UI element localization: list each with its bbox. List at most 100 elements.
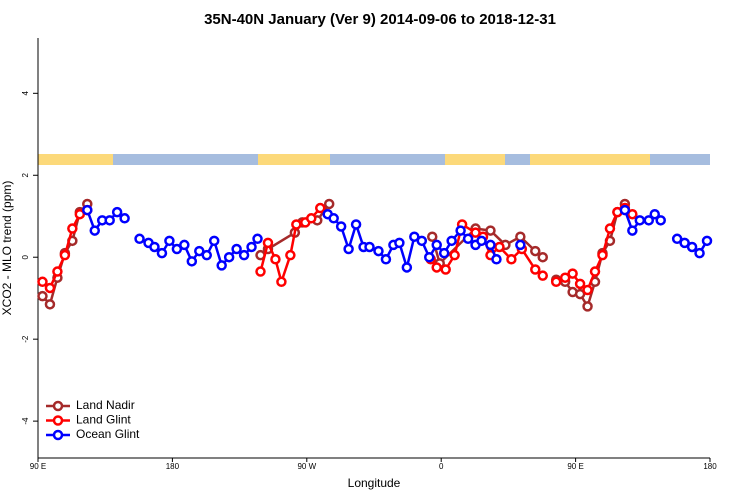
data-point [246,241,257,253]
data-point [627,225,638,236]
data-point [627,208,638,220]
y-tick-label: 4 [21,91,30,96]
legend-marker [52,415,64,426]
data-point [74,208,86,220]
data-point [364,241,375,253]
data-point [438,247,450,259]
data-point [582,284,593,296]
data-point [37,290,48,302]
data-point [59,249,71,261]
data-point [238,249,250,261]
data-point [328,213,339,224]
chart-title: 35N-40N January (Ver 9) 2014-09-06 to 20… [204,11,556,28]
data-point [634,215,646,226]
x-tick-label: 180 [166,462,180,471]
data-point [323,198,335,210]
data-point [270,254,281,265]
data-point [506,254,517,265]
x-tick-label: 180 [703,462,717,471]
data-point [89,225,100,236]
land-strip [258,154,330,165]
data-point [343,243,354,255]
data-point [262,237,274,249]
data-point [134,233,145,245]
data-point [530,264,541,275]
data-point [231,243,242,255]
data-point [335,221,347,232]
data-point [574,288,586,300]
data-point [37,276,48,288]
y-tick-label: -4 [21,417,30,425]
data-point [44,299,56,310]
data-point [449,249,460,261]
data-point [111,206,123,218]
data-point [373,245,384,257]
data-point [491,254,502,265]
data-point [582,301,593,312]
data-point [119,213,130,224]
data-point [252,233,263,245]
legend-marker [52,400,64,412]
data-point [350,219,362,230]
data-point [194,245,205,257]
data-point [164,235,175,247]
data-point [686,241,698,253]
data-point [431,239,442,251]
data-point [550,276,562,288]
data-point [201,249,212,261]
data-point [440,264,451,275]
data-point [485,225,496,236]
x-tick-label: 90 E [30,462,46,471]
x-tick-label: 90 E [567,462,583,471]
data-point [679,237,690,249]
data-point [380,254,392,265]
data-point [314,202,326,214]
data-point [559,272,571,283]
data-point [537,270,548,281]
data-point [416,235,428,247]
data-point [306,213,317,224]
data-point [455,225,466,236]
data-point [149,241,160,253]
data-point [649,208,660,220]
data-point [701,235,713,247]
data-point [604,223,616,234]
data-point [171,243,183,255]
data-point [208,235,220,247]
y-tick-label: -2 [21,335,30,343]
legend-label: Land Glint [76,413,131,427]
data-point [530,245,541,257]
data-point [156,247,168,259]
data-point [446,235,457,247]
data-point [494,241,505,253]
data-point [671,233,683,245]
data-point [470,227,481,238]
data-point [44,282,56,294]
x-axis-label: Longitude [348,476,401,490]
data-point [655,215,666,226]
land-strip [445,154,505,165]
data-point [52,266,63,277]
data-point [597,249,608,261]
data-point [643,215,655,226]
data-point [537,251,548,263]
data-point [589,266,601,277]
data-point [694,247,705,259]
legend-marker [52,429,64,441]
y-tick-label: 0 [21,254,30,259]
data-point [426,231,438,242]
data-point [67,223,78,234]
data-point [255,266,266,277]
data-point [179,239,190,251]
data-point [223,251,235,263]
land-mask-strip [38,154,710,165]
x-tick-label: 90 W [297,462,316,471]
legend-label: Ocean Glint [76,427,140,441]
data-point [409,231,420,242]
land-strip [38,154,113,165]
data-point [485,239,496,251]
data-point [285,249,296,261]
data-point [476,235,487,247]
data-point [431,262,442,273]
